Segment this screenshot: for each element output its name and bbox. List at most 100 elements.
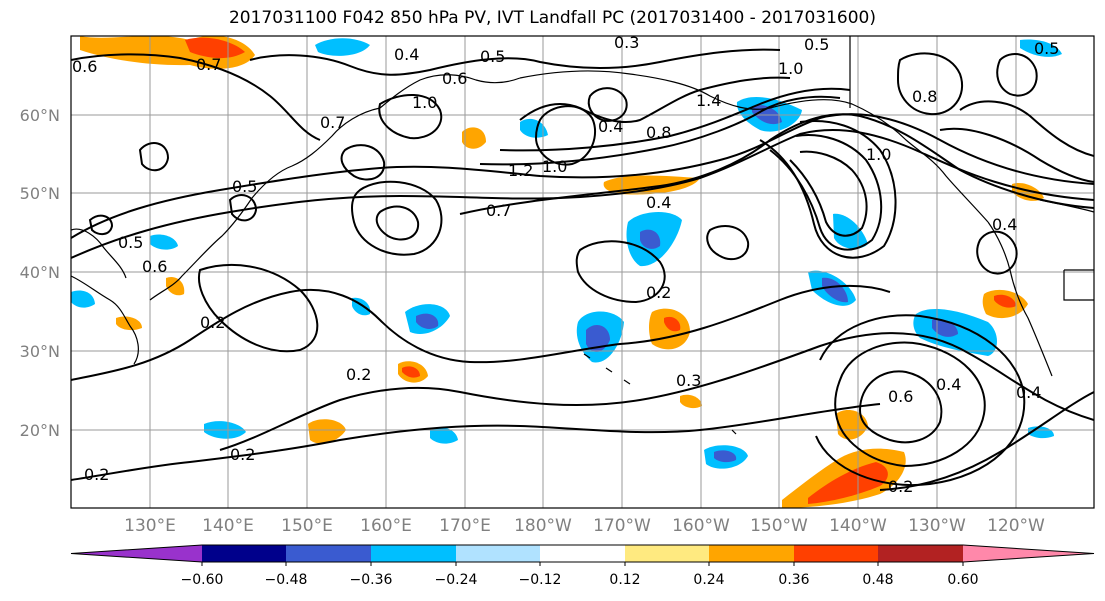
shade-negative — [315, 38, 370, 56]
colorbar-box — [286, 545, 371, 562]
lon-label: 160°W — [672, 516, 730, 536]
colorbar-box — [794, 545, 878, 562]
shade-negative — [71, 290, 95, 308]
contour-label: 0.5 — [480, 47, 505, 66]
contour-line — [340, 144, 386, 181]
shade-positive — [402, 366, 420, 378]
contour-line — [896, 52, 963, 116]
shade-negative — [150, 234, 178, 250]
contour-line — [71, 129, 1094, 259]
coastline-na-west — [987, 221, 1053, 377]
contour-label: 0.2 — [888, 477, 913, 496]
contour-label: 0.8 — [912, 87, 937, 106]
contour-line — [88, 214, 114, 236]
contour-label: 0.6 — [888, 387, 913, 406]
contour-line — [71, 284, 891, 381]
lat-label: 40°N — [20, 263, 60, 282]
shade-negative — [430, 427, 458, 444]
contour-label: 0.2 — [346, 365, 371, 384]
contour-label: 0.8 — [646, 123, 671, 142]
contour-line — [71, 113, 1094, 239]
contour-line — [789, 150, 868, 237]
lat-label: 60°N — [20, 106, 60, 125]
contour-label: 0.5 — [804, 35, 829, 54]
contour-line — [834, 341, 986, 468]
contour-line — [71, 403, 881, 481]
colorbar-extend-high — [963, 545, 1094, 562]
contour-label: 1.0 — [778, 59, 803, 78]
colorbar-box — [878, 545, 963, 562]
contour-line — [71, 53, 321, 141]
contour-line — [499, 87, 851, 152]
contour-label: 0.4 — [646, 193, 671, 212]
lon-label: 120°W — [987, 516, 1045, 536]
colorbar-tick-label: 0.24 — [693, 572, 724, 588]
shade-negative — [1020, 39, 1062, 57]
contour-line — [219, 332, 1094, 451]
contour-labels: 0.6 0.7 0.4 0.5 0.3 0.5 1.0 0.6 0.4 0.5 … — [72, 33, 1059, 496]
lat-label: 20°N — [20, 421, 60, 440]
colorbar-box — [371, 545, 456, 562]
lon-label: 170°E — [439, 516, 491, 536]
shade-positive — [664, 316, 681, 332]
contour-line — [976, 230, 1018, 275]
contour-line — [459, 113, 1094, 215]
colorbar-box — [540, 545, 625, 562]
colorbar-tick-label: −0.24 — [435, 572, 478, 588]
lat-label: 30°N — [20, 342, 60, 361]
colorbar-tick-label: −0.60 — [181, 572, 224, 588]
shade-positive — [185, 37, 245, 59]
lon-label: 160°E — [360, 516, 412, 536]
contour-line — [769, 134, 883, 251]
contour-label: 0.3 — [614, 33, 639, 52]
shade-negative — [416, 313, 439, 329]
contour-label: 0.5 — [232, 177, 257, 196]
contour-line — [351, 180, 443, 256]
shade-negative — [822, 277, 848, 303]
shade-positive — [680, 394, 702, 409]
contour-label: 0.5 — [118, 233, 143, 252]
colorbar-box — [625, 545, 709, 562]
colorbar-tick-label: 0.12 — [609, 572, 640, 588]
lon-label: 150°W — [750, 516, 808, 536]
contour-line — [587, 87, 628, 122]
contour-label: 1.0 — [412, 93, 437, 112]
contour-label: 1.4 — [696, 91, 721, 110]
shade-positive — [808, 462, 888, 504]
coastline-asia — [71, 275, 139, 365]
contour-label: 1.0 — [542, 157, 567, 176]
lon-label: 140°W — [829, 516, 887, 536]
coastline-bering — [519, 70, 771, 110]
lon-label: 170°W — [593, 516, 651, 536]
shade-negative — [586, 325, 610, 352]
colorbar: −0.60 −0.48 −0.36 −0.24 −0.12 0.12 0.24 … — [70, 544, 1095, 588]
contour-label: 0.6 — [442, 69, 467, 88]
colorbar-boxes — [70, 544, 1095, 566]
shade-positive — [462, 127, 486, 149]
colorbar-box — [202, 545, 286, 562]
colorbar-tick-label: −0.48 — [265, 572, 308, 588]
contour-label: 0.2 — [84, 465, 109, 484]
longitude-labels: 130°E 140°E 150°E 160°E 170°E 180°W 170°… — [124, 516, 1045, 536]
contour-line — [519, 76, 791, 124]
contour-line — [228, 194, 258, 222]
contour-line — [706, 225, 750, 261]
border-states — [1063, 269, 1094, 301]
coastline-kurils — [251, 107, 381, 199]
latitude-labels: 60°N 50°N 40°N 30°N 20°N — [20, 106, 60, 440]
contour-label: 0.6 — [142, 257, 167, 276]
shade-negative — [833, 213, 868, 249]
map-frame — [70, 35, 1095, 509]
colorbar-tick-label: 0.60 — [947, 572, 978, 588]
map-title: 2017031100 F042 850 hPa PV, IVT Landfall… — [228, 8, 876, 28]
contour-line — [959, 100, 1094, 157]
contour-line — [759, 120, 897, 259]
colorbar-extend-low — [71, 545, 202, 562]
lon-label: 140°E — [202, 516, 254, 536]
shade-positive — [166, 276, 185, 296]
colorbar-tick-label: 0.36 — [778, 572, 809, 588]
shade-negative — [520, 118, 548, 138]
coastline-hawaii — [583, 353, 631, 385]
contour-label: 0.4 — [1016, 383, 1041, 402]
shade-negative — [714, 450, 737, 463]
